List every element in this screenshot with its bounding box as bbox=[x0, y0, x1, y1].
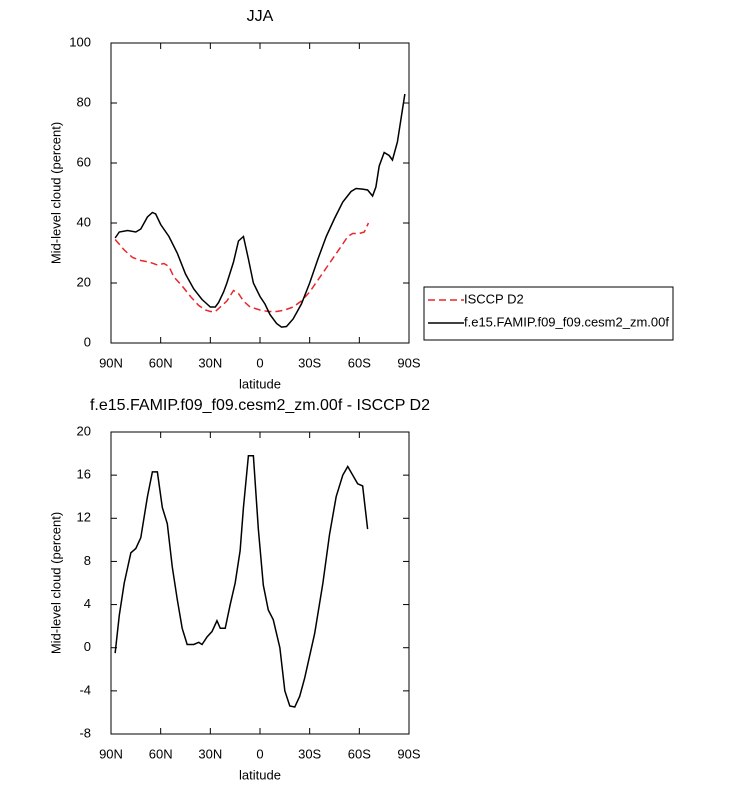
x-tick-label: 60N bbox=[149, 746, 173, 761]
plot-frame bbox=[110, 431, 410, 735]
y-tick-label: 60 bbox=[77, 154, 91, 169]
y-tick-label: 0 bbox=[84, 639, 91, 654]
plot-frame bbox=[110, 42, 410, 344]
x-tick-label: 90S bbox=[397, 355, 420, 370]
y-tick-label: 4 bbox=[84, 596, 91, 611]
series-line bbox=[114, 93, 406, 328]
x-tick-label: 90N bbox=[99, 355, 123, 370]
x-tick-label: 0 bbox=[256, 355, 263, 370]
y-axis-title: Mid-level cloud (percent) bbox=[48, 512, 63, 654]
x-tick-label: 60S bbox=[348, 355, 371, 370]
x-axis-title: latitude bbox=[239, 767, 281, 782]
chart-title: JJA bbox=[247, 8, 274, 25]
y-tick-label: 100 bbox=[69, 34, 91, 49]
x-tick-label: 30S bbox=[298, 355, 321, 370]
x-tick-label: 90N bbox=[99, 746, 123, 761]
y-tick-label: 80 bbox=[77, 94, 91, 109]
series-line bbox=[114, 454, 369, 708]
legend-label: f.e15.FAMIP.f09_f09.cesm2_zm.00f bbox=[464, 314, 669, 329]
y-tick-label: 8 bbox=[84, 553, 91, 568]
x-tick-label: 30N bbox=[198, 355, 222, 370]
x-tick-label: 30S bbox=[298, 746, 321, 761]
y-tick-label: 12 bbox=[77, 510, 91, 525]
y-tick-label: -4 bbox=[79, 682, 91, 697]
y-tick-label: -8 bbox=[79, 725, 91, 740]
x-tick-label: 90S bbox=[397, 746, 420, 761]
y-tick-label: 16 bbox=[77, 467, 91, 482]
y-tick-label: 0 bbox=[84, 334, 91, 349]
legend: ISCCP D2 f.e15.FAMIP.f09_f09.cesm2_zm.00f bbox=[423, 286, 674, 341]
y-tick-label: 20 bbox=[77, 423, 91, 438]
x-tick-label: 30N bbox=[198, 746, 222, 761]
x-tick-label: 60S bbox=[348, 746, 371, 761]
x-axis-title: latitude bbox=[239, 376, 281, 391]
y-axis-title: Mid-level cloud (percent) bbox=[48, 122, 63, 264]
series-line bbox=[114, 222, 370, 313]
x-tick-label: 0 bbox=[256, 746, 263, 761]
y-tick-label: 20 bbox=[77, 274, 91, 289]
chart-title: f.e15.FAMIP.f09_f09.cesm2_zm.00f - ISCCP… bbox=[90, 397, 430, 414]
y-tick-label: 40 bbox=[77, 214, 91, 229]
legend-label: ISCCP D2 bbox=[464, 291, 524, 306]
x-tick-label: 60N bbox=[149, 355, 173, 370]
legend-box bbox=[423, 286, 674, 341]
